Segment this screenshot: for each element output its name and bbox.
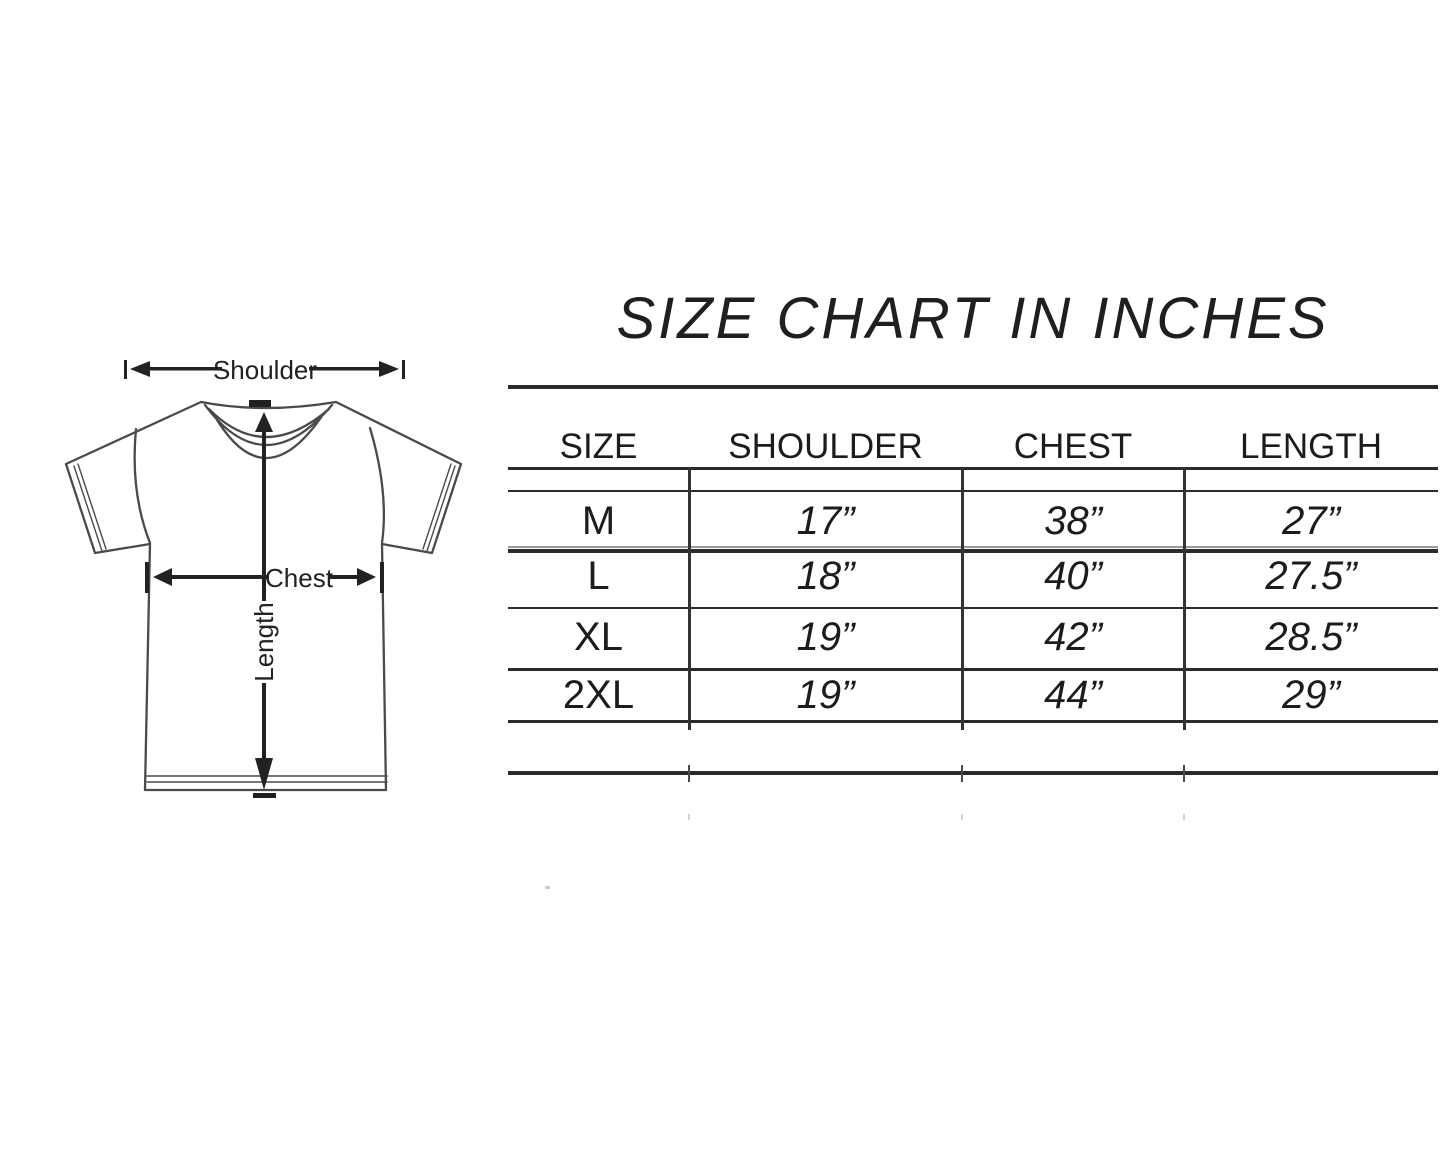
length-value-xl: 28.5”: [1265, 615, 1357, 659]
shoulder-label: Shoulder: [213, 355, 317, 385]
header-divider-thin: [508, 490, 1438, 492]
scan-noise-dot: [545, 886, 550, 889]
faint-tick-2: [961, 814, 963, 820]
column-divider-1: [688, 467, 691, 730]
column-header-size: SIZE: [559, 427, 638, 466]
size-label-2xl: 2XL: [562, 673, 635, 717]
chest-arrow: Chest: [145, 562, 384, 593]
chest-value-2xl: 44”: [1044, 673, 1102, 717]
armhole-seams: [133, 426, 386, 545]
shoulder-value-l: 18”: [796, 554, 855, 598]
footer-rule-tick-2: [961, 765, 963, 782]
faint-tick-1: [688, 814, 690, 820]
column-divider-2: [961, 467, 964, 730]
collar-band: [203, 403, 334, 460]
length-value-2xl: 29”: [1282, 673, 1340, 717]
chest-value-m: 38”: [1044, 499, 1102, 543]
length-end-bar: [253, 793, 276, 798]
footer-rule-tick-3: [1183, 765, 1185, 782]
chest-value-xl: 42”: [1044, 615, 1102, 659]
page-title: SIZE CHART IN INCHES: [616, 286, 1330, 351]
collar-tag: [249, 400, 271, 407]
header-divider: [508, 467, 1438, 470]
shoulder-value-2xl: 19”: [796, 673, 855, 717]
length-value-m: 27”: [1282, 499, 1340, 543]
shoulder-value-m: 17”: [796, 499, 855, 543]
row-divider-m-l: [508, 549, 1438, 553]
footer-rule: [508, 771, 1438, 775]
faint-tick-3: [1183, 814, 1185, 820]
shoulder-arrow: Shoulder: [124, 355, 405, 385]
sleeve-cuff-stitching: [73, 463, 456, 552]
size-label-m: M: [581, 499, 616, 543]
chest-label: Chest: [265, 563, 334, 593]
length-label: Length: [249, 602, 279, 682]
size-label-l: L: [587, 554, 610, 598]
length-value-l: 27.5”: [1265, 554, 1357, 598]
title-underline: [508, 385, 1438, 389]
column-header-length: LENGTH: [1240, 427, 1382, 466]
column-divider-3: [1183, 467, 1186, 730]
footer-rule-tick-1: [688, 765, 690, 782]
shoulder-value-xl: 19”: [796, 615, 855, 659]
table-bottom-rule: [508, 720, 1438, 723]
measure-arrows: Shoulder Chest Length: [124, 355, 405, 798]
size-label-xl: XL: [574, 615, 623, 659]
chest-value-l: 40”: [1044, 554, 1102, 598]
tshirt-diagram: Shoulder Chest Length: [64, 355, 463, 798]
row-divider-l-xl: [508, 607, 1438, 609]
column-header-chest: CHEST: [1013, 427, 1133, 466]
length-arrow: Length: [249, 400, 279, 798]
row-divider-xl-2xl: [508, 668, 1438, 671]
row-divider-shadow: [508, 546, 1438, 548]
column-header-shoulder: SHOULDER: [728, 427, 923, 466]
